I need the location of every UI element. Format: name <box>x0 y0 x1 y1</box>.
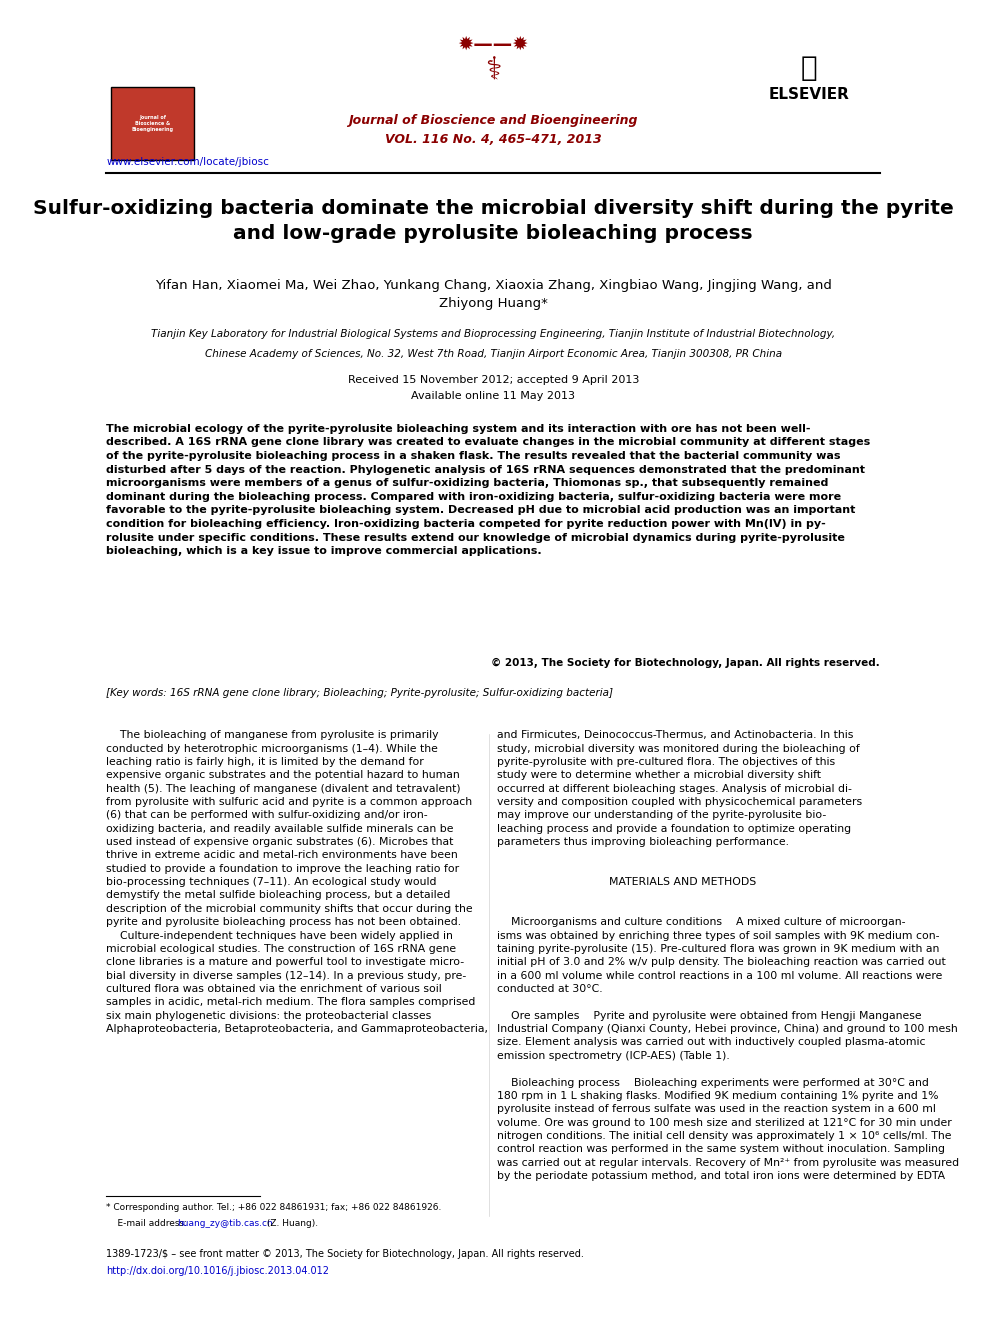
Text: http://dx.doi.org/10.1016/j.jbiosc.2013.04.012: http://dx.doi.org/10.1016/j.jbiosc.2013.… <box>106 1266 329 1277</box>
FancyBboxPatch shape <box>111 87 193 160</box>
Text: [Key words: 16S rRNA gene clone library; Bioleaching; Pyrite-pyrolusite; Sulfur-: [Key words: 16S rRNA gene clone library;… <box>106 688 613 699</box>
Text: Available online 11 May 2013: Available online 11 May 2013 <box>412 390 575 401</box>
Text: 1389-1723/$ – see front matter © 2013, The Society for Biotechnology, Japan. All: 1389-1723/$ – see front matter © 2013, T… <box>106 1249 584 1259</box>
Text: (Z. Huang).: (Z. Huang). <box>265 1218 318 1228</box>
Text: huang_zy@tib.cas.cn: huang_zy@tib.cas.cn <box>178 1218 273 1228</box>
Text: Chinese Academy of Sciences, No. 32, West 7th Road, Tianjin Airport Economic Are: Chinese Academy of Sciences, No. 32, Wes… <box>204 348 782 359</box>
Text: * Corresponding author. Tel.; +86 022 84861931; fax; +86 022 84861926.: * Corresponding author. Tel.; +86 022 84… <box>106 1203 441 1212</box>
Text: and Firmicutes, Deinococcus-Thermus, and Actinobacteria. In this
study, microbia: and Firmicutes, Deinococcus-Thermus, and… <box>497 730 959 1181</box>
Text: ⚕: ⚕ <box>485 57 501 86</box>
Text: Tianjin Key Laboratory for Industrial Biological Systems and Bioprocessing Engin: Tianjin Key Laboratory for Industrial Bi… <box>151 329 835 339</box>
Text: Journal of Bioscience and Bioengineering: Journal of Bioscience and Bioengineering <box>348 114 638 127</box>
Text: E-mail address:: E-mail address: <box>106 1218 190 1228</box>
Text: ✹——✹: ✹——✹ <box>457 34 529 53</box>
Text: The microbial ecology of the pyrite-pyrolusite bioleaching system and its intera: The microbial ecology of the pyrite-pyro… <box>106 423 871 556</box>
Text: Yifan Han, Xiaomei Ma, Wei Zhao, Yunkang Chang, Xiaoxia Zhang, Xingbiao Wang, Ji: Yifan Han, Xiaomei Ma, Wei Zhao, Yunkang… <box>155 279 831 310</box>
Text: © 2013, The Society for Biotechnology, Japan. All rights reserved.: © 2013, The Society for Biotechnology, J… <box>491 658 880 668</box>
Text: www.elsevier.com/locate/jbiosc: www.elsevier.com/locate/jbiosc <box>106 157 270 167</box>
Text: Journal of
Bioscience &
Bioengineering: Journal of Bioscience & Bioengineering <box>131 115 174 132</box>
Text: Sulfur-oxidizing bacteria dominate the microbial diversity shift during the pyri: Sulfur-oxidizing bacteria dominate the m… <box>33 200 953 243</box>
Text: Received 15 November 2012; accepted 9 April 2013: Received 15 November 2012; accepted 9 Ap… <box>347 374 639 385</box>
Text: VOL. 116 No. 4, 465–471, 2013: VOL. 116 No. 4, 465–471, 2013 <box>385 134 601 147</box>
Text: 🌳: 🌳 <box>801 54 817 82</box>
Text: The bioleaching of manganese from pyrolusite is primarily
conducted by heterotro: The bioleaching of manganese from pyrolu… <box>106 730 488 1035</box>
Text: ELSEVIER: ELSEVIER <box>769 87 850 102</box>
